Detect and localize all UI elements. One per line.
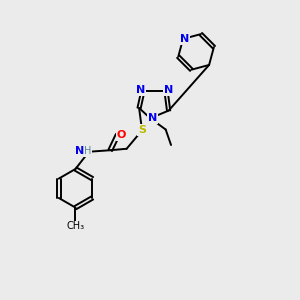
Text: H: H — [84, 146, 91, 156]
Text: N: N — [148, 113, 157, 123]
Text: O: O — [117, 130, 126, 140]
Text: S: S — [138, 125, 146, 135]
Text: N: N — [164, 85, 173, 95]
Text: N: N — [75, 146, 84, 156]
Text: CH₃: CH₃ — [66, 221, 85, 231]
Text: N: N — [180, 34, 189, 44]
Text: N: N — [136, 85, 145, 95]
